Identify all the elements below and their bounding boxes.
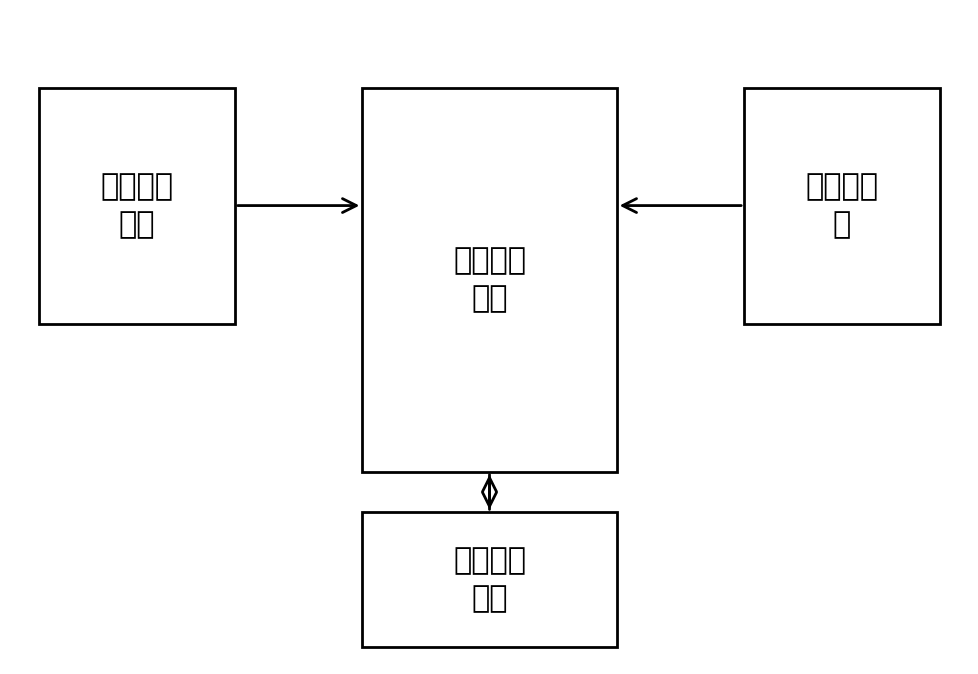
Text: 麦克风模
块: 麦克风模 块: [805, 172, 877, 239]
FancyBboxPatch shape: [362, 512, 616, 647]
Text: 算法处理
单元: 算法处理 单元: [453, 246, 525, 313]
Text: 加速度感
应器: 加速度感 应器: [453, 546, 525, 613]
FancyBboxPatch shape: [743, 88, 939, 324]
Text: 人体感应
模块: 人体感应 模块: [101, 172, 173, 239]
FancyBboxPatch shape: [362, 88, 616, 472]
FancyBboxPatch shape: [39, 88, 235, 324]
